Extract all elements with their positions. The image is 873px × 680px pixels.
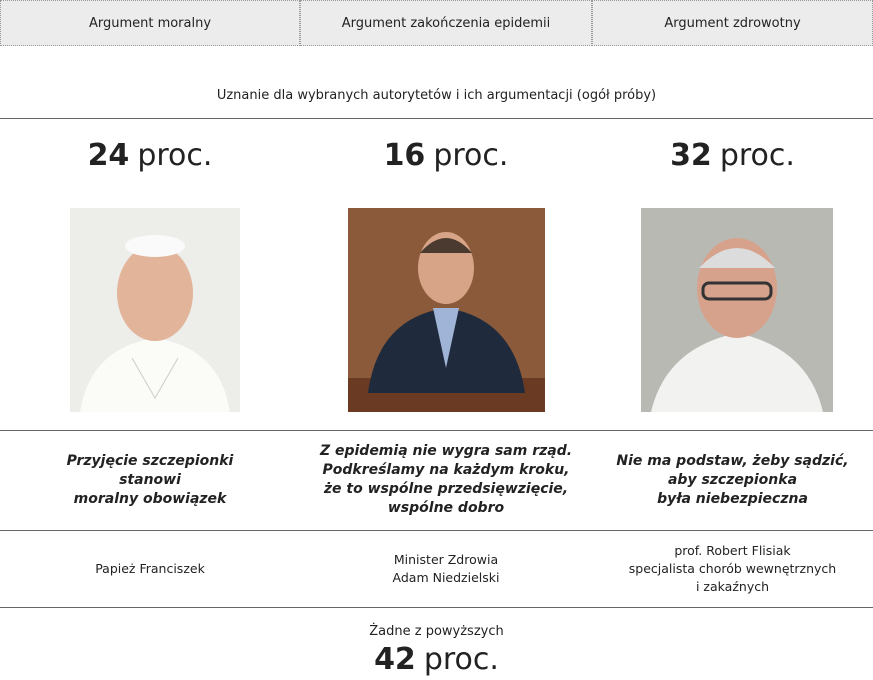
percent: 32 proc. xyxy=(592,138,873,173)
value: 24 xyxy=(87,138,130,173)
person-line: Adam Niedzielski xyxy=(392,570,500,585)
column-header: Argument zdrowotny xyxy=(592,0,873,46)
person: Minister Zdrowia Adam Niedzielski xyxy=(300,551,592,587)
photo xyxy=(70,208,240,412)
person-line: Minister Zdrowia xyxy=(393,552,499,567)
percent: 16 proc. xyxy=(300,138,592,173)
percent: 24 proc. xyxy=(0,138,300,173)
quote-line: Podkreślamy na każdym kroku, xyxy=(322,462,570,478)
unit: proc. xyxy=(137,138,213,173)
column-header: Argument zakończenia epidemii xyxy=(300,0,592,46)
quote-line: była niebezpieczna xyxy=(657,491,808,507)
person: Papież Franciszek xyxy=(0,560,300,578)
quote-line: stanowi xyxy=(119,472,181,488)
quote-line: że to wspólne przedsięwzięcie, xyxy=(323,481,569,497)
person: prof. Robert Flisiak specjalista chorób w… xyxy=(592,542,873,596)
value: 16 xyxy=(383,138,426,173)
person-line: i zakaźnych xyxy=(695,579,770,594)
quote: Z epidemią nie wygra sam rząd. Podkreślam… xyxy=(300,442,592,518)
person-line: prof. Robert Flisiak xyxy=(674,543,791,558)
none-label: Żadne z powyższych xyxy=(369,624,504,639)
value: 32 xyxy=(670,138,712,173)
none-percent: 42 proc. xyxy=(0,642,873,677)
value: 42 xyxy=(374,642,416,677)
photo xyxy=(641,208,833,412)
photo xyxy=(348,208,545,412)
quote-line: Z epidemią nie wygra sam rząd. xyxy=(319,443,573,459)
rule xyxy=(0,607,873,608)
quote-line: Przyjęcie szczepionki xyxy=(66,453,234,469)
quote: Nie ma podstaw, żeby sądzić, aby szczepio… xyxy=(592,452,873,509)
rule xyxy=(0,430,873,431)
quote-line: wspólne dobro xyxy=(387,500,505,516)
rule xyxy=(0,118,873,119)
quote-line: aby szczepionka xyxy=(667,472,798,488)
person-line: Papież Franciszek xyxy=(95,561,205,576)
quote: Przyjęcie szczepionki stanowi moralny obow… xyxy=(0,452,300,509)
column-header: Argument moralny xyxy=(0,0,300,46)
rule xyxy=(0,530,873,531)
quote-line: Nie ma podstaw, żeby sądzić, xyxy=(616,453,849,469)
person-line: specjalista chorób wewnętrznych xyxy=(628,561,837,576)
unit: proc. xyxy=(423,642,499,677)
quote-line: moralny obowiązek xyxy=(73,491,227,507)
unit: proc. xyxy=(433,138,509,173)
subtitle: Uznanie dla wybranych autorytetów i ich … xyxy=(216,88,657,103)
unit: proc. xyxy=(719,138,795,173)
